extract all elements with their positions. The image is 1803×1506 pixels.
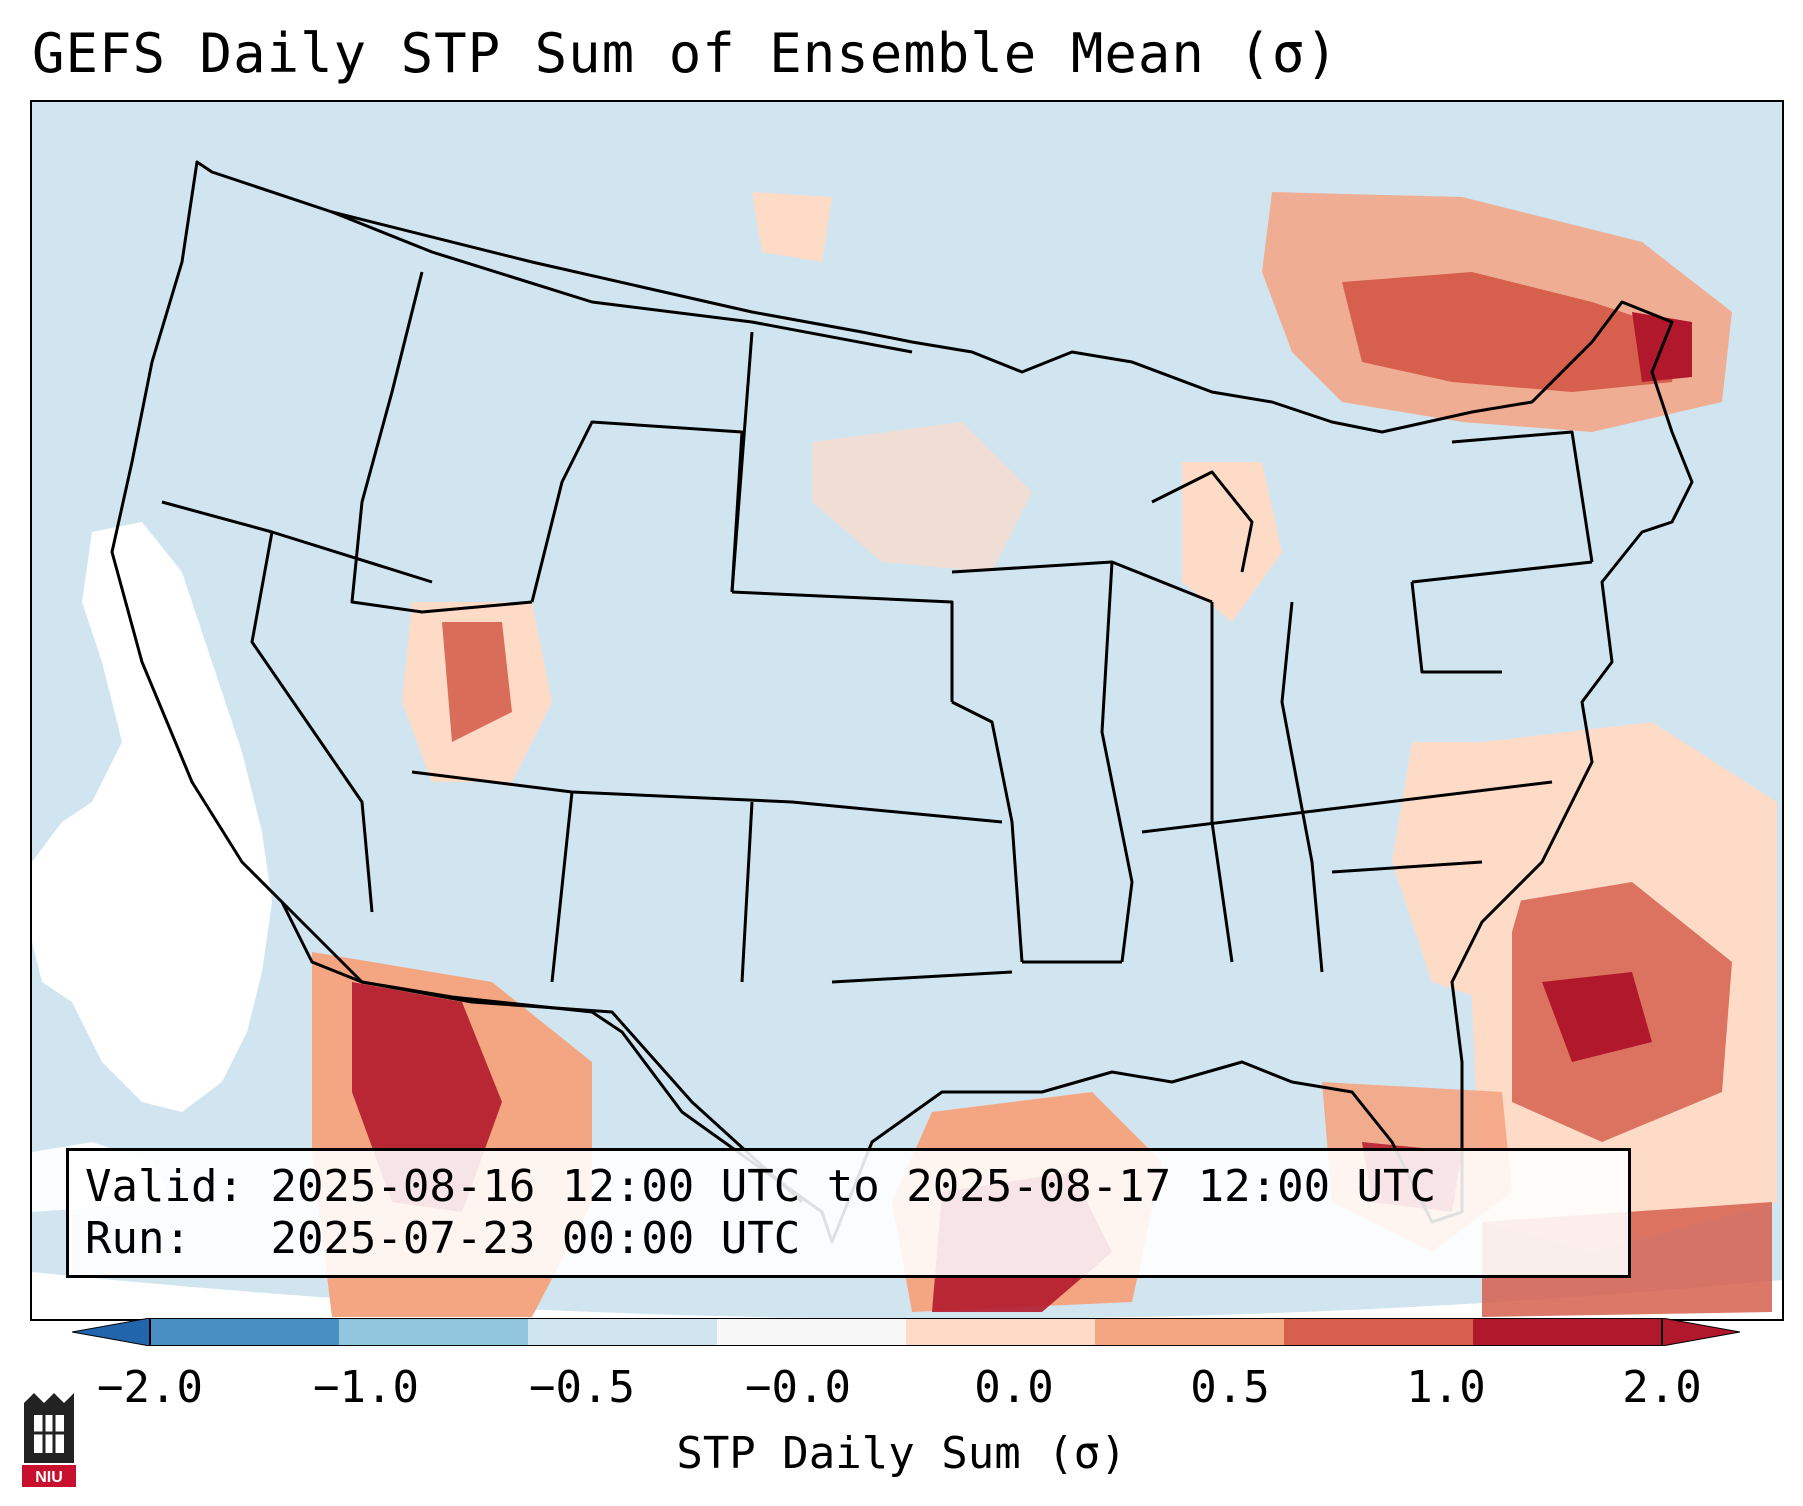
anomaly-great-basin-core bbox=[442, 622, 512, 742]
colorbar-tick-label: 0.0 bbox=[974, 1362, 1054, 1413]
state-line-2 bbox=[530, 420, 744, 603]
state-line-19 bbox=[1331, 860, 1483, 874]
logo-text: NIU bbox=[35, 1469, 63, 1486]
state-line-5 bbox=[411, 770, 1003, 824]
state-line-15 bbox=[1210, 602, 1234, 963]
chart-title: GEFS Daily STP Sum of Ensemble Mean (σ) bbox=[32, 22, 1339, 85]
map-panel bbox=[30, 100, 1784, 1321]
boundary-lines bbox=[110, 160, 1694, 1244]
anomaly-north-border bbox=[752, 192, 832, 262]
colorbar-over-extend bbox=[1661, 1318, 1741, 1346]
state-line-17 bbox=[1410, 581, 1502, 674]
state-line-10 bbox=[951, 700, 1024, 963]
state-line-20 bbox=[1451, 430, 1594, 563]
colorbar-tick-label: −2.0 bbox=[97, 1362, 203, 1413]
colorbar-tick-label: −1.0 bbox=[313, 1362, 419, 1413]
state-line-7 bbox=[740, 801, 754, 983]
info-box: Valid: 2025-08-16 12:00 UTC to 2025-08-1… bbox=[66, 1148, 1631, 1278]
valid-label: Valid: bbox=[85, 1161, 244, 1212]
valid-value: 2025-08-16 12:00 UTC to 2025-08-17 12:00… bbox=[270, 1161, 1437, 1212]
colorbar-tick-label: 1.0 bbox=[1406, 1362, 1486, 1413]
colorbar-segment bbox=[906, 1318, 1096, 1346]
anomaly-plains bbox=[812, 422, 1032, 572]
run-label: Run: bbox=[85, 1213, 191, 1264]
colorbar-tick-label: 2.0 bbox=[1622, 1362, 1702, 1413]
colorbar-label: STP Daily Sum (σ) bbox=[676, 1428, 1127, 1479]
run-value: 2025-07-23 00:00 UTC bbox=[270, 1213, 801, 1264]
state-line-3 bbox=[730, 331, 754, 593]
anomaly-northeast-core bbox=[1342, 272, 1682, 392]
colorbar-segment bbox=[717, 1318, 907, 1346]
colorbar-segment bbox=[1473, 1318, 1663, 1346]
colorbar bbox=[72, 1318, 1741, 1346]
anomaly-atlantic-peak bbox=[1542, 972, 1652, 1062]
colorbar-under-extend bbox=[72, 1318, 151, 1346]
anomaly-southeast-coast bbox=[1392, 742, 1532, 1002]
valid-line: Valid: 2025-08-16 12:00 UTC to 2025-08-1… bbox=[85, 1161, 1436, 1212]
state-line-9 bbox=[250, 531, 374, 913]
mexico-border bbox=[280, 900, 804, 1204]
anomaly-field bbox=[312, 192, 1777, 1317]
state-line-22 bbox=[831, 970, 1013, 984]
map-canvas bbox=[32, 102, 1782, 1319]
state-line-14 bbox=[1141, 780, 1553, 834]
colorbar-tick-label: −0.5 bbox=[529, 1362, 635, 1413]
state-line-6 bbox=[550, 791, 574, 983]
colorbar-tick-label: 0.5 bbox=[1190, 1362, 1270, 1413]
state-line-16 bbox=[1280, 601, 1324, 973]
colorbar-segment bbox=[528, 1318, 718, 1346]
state-line-13 bbox=[1100, 561, 1134, 963]
state-line-4 bbox=[731, 590, 954, 702]
colorbar-segment bbox=[1095, 1318, 1285, 1346]
colorbar-segment bbox=[150, 1318, 340, 1346]
colorbar-segment bbox=[1284, 1318, 1474, 1346]
canada-border bbox=[331, 210, 913, 354]
state-line-21 bbox=[1151, 470, 1254, 573]
state-line-1 bbox=[350, 271, 533, 614]
niu-logo: NIU bbox=[22, 1393, 76, 1487]
colorbar-segment bbox=[339, 1318, 529, 1346]
anomaly-michigan bbox=[1182, 462, 1282, 622]
run-line: Run: 2025-07-23 00:00 UTC bbox=[85, 1213, 800, 1264]
state-line-18 bbox=[1411, 560, 1593, 584]
colorbar-tick-label: −0.0 bbox=[745, 1362, 851, 1413]
